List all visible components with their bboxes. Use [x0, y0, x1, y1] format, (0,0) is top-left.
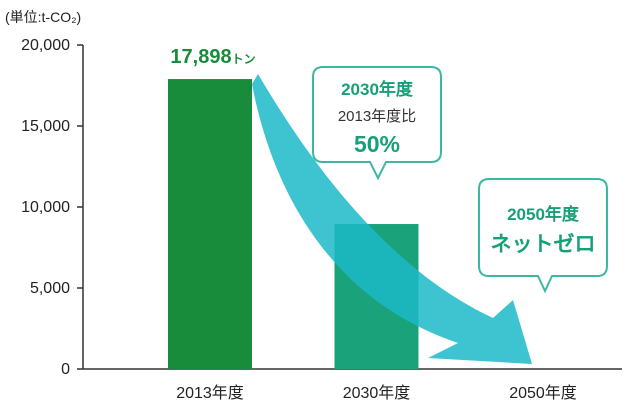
y-tick-label: 10,000: [21, 199, 70, 216]
y-tick-label: 0: [61, 361, 70, 378]
callout-2050: 2050年度 ネットゼロ: [478, 178, 608, 294]
y-tick-label: 5,000: [30, 280, 70, 297]
callout-heading: 2030年度: [341, 79, 414, 99]
y-axis-ticks: 0 5,000 10,000 15,000 20,000: [21, 37, 83, 378]
callout-emphasis: 50%: [354, 131, 400, 157]
callout-heading: 2050年度: [507, 204, 580, 224]
callout-bubble: [478, 178, 608, 294]
callout-2030: 2030年度 2013年度比 50%: [312, 66, 442, 181]
data-label-2013: 17,898トン: [170, 46, 255, 68]
x-axis-labels: 2013年度 2030年度 2050年度: [176, 384, 577, 402]
data-label-value: 17,898: [170, 46, 231, 68]
callout-bubble: [312, 66, 442, 181]
y-tick-label: 15,000: [21, 118, 70, 135]
x-tick-label-2013: 2013年度: [176, 384, 244, 402]
bar-2013: [168, 79, 252, 369]
trend-arrow: [252, 74, 532, 364]
data-label-unit: トン: [232, 52, 256, 66]
unit-label: (単位:t-CO₂): [5, 9, 81, 25]
y-tick-label: 20,000: [21, 37, 70, 54]
callout-subtext: 2013年度比: [338, 108, 416, 125]
callout-emphasis: ネットゼロ: [491, 232, 596, 256]
x-tick-label-2050: 2050年度: [509, 384, 577, 402]
x-tick-label-2030: 2030年度: [343, 384, 411, 402]
data-labels: 17,898トン: [170, 46, 255, 68]
